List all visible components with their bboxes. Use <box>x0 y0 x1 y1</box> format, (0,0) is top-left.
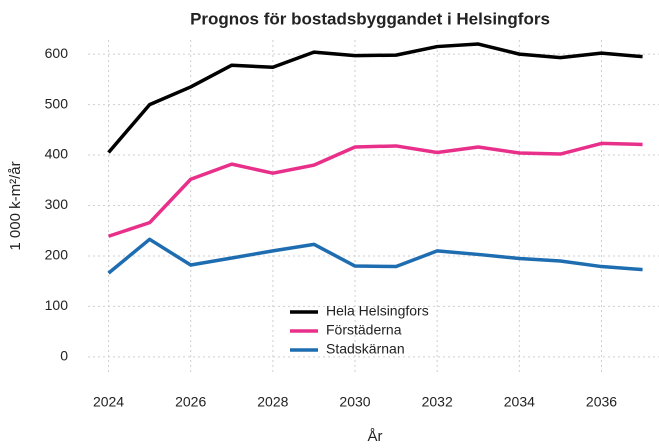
series-line <box>107 42 643 154</box>
x-axis-title: År <box>368 428 383 445</box>
series-line <box>107 237 643 275</box>
x-tick-label: 2024 <box>93 394 124 410</box>
legend-label: Stadskärnan <box>326 341 405 357</box>
legend-label: Förstäderna <box>326 322 402 338</box>
x-tick-label: 2036 <box>586 394 617 410</box>
y-tick-label: 600 <box>45 45 69 61</box>
x-tick-label: 2030 <box>339 394 370 410</box>
y-tick-label: 0 <box>60 348 68 364</box>
x-tick-label: 2032 <box>422 394 453 410</box>
x-tick-label: 2034 <box>504 394 535 410</box>
y-axis-title: 1 000 k-m²/år <box>7 161 24 250</box>
chart-title: Prognos för bostadsbyggandet i Helsingfo… <box>190 9 550 28</box>
y-tick-label: 500 <box>45 95 69 111</box>
x-tick-label: 2028 <box>257 394 288 410</box>
x-tick-label: 2026 <box>175 394 206 410</box>
y-tick-label: 400 <box>45 146 69 162</box>
y-tick-label: 100 <box>45 297 69 313</box>
y-tick-label: 300 <box>45 196 69 212</box>
y-tick-label: 200 <box>45 247 69 263</box>
series-line <box>107 141 643 238</box>
legend-label: Hela Helsingfors <box>326 303 429 319</box>
